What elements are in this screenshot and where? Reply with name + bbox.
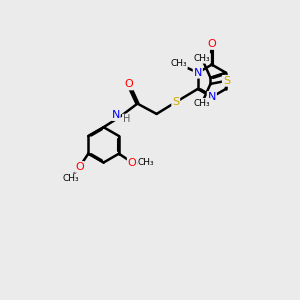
Text: N: N — [112, 110, 120, 120]
Text: O: O — [124, 80, 133, 89]
Text: CH₃: CH₃ — [194, 54, 210, 63]
Text: O: O — [75, 162, 84, 172]
Text: CH₃: CH₃ — [170, 59, 187, 68]
Text: O: O — [128, 158, 136, 167]
Text: O: O — [208, 39, 216, 49]
Text: N: N — [194, 68, 202, 78]
Text: CH₃: CH₃ — [194, 99, 210, 108]
Text: H: H — [123, 114, 130, 124]
Text: N: N — [208, 92, 216, 102]
Text: CH₃: CH₃ — [138, 158, 154, 167]
Text: S: S — [223, 76, 230, 86]
Text: S: S — [172, 97, 179, 107]
Text: CH₃: CH₃ — [62, 174, 79, 183]
